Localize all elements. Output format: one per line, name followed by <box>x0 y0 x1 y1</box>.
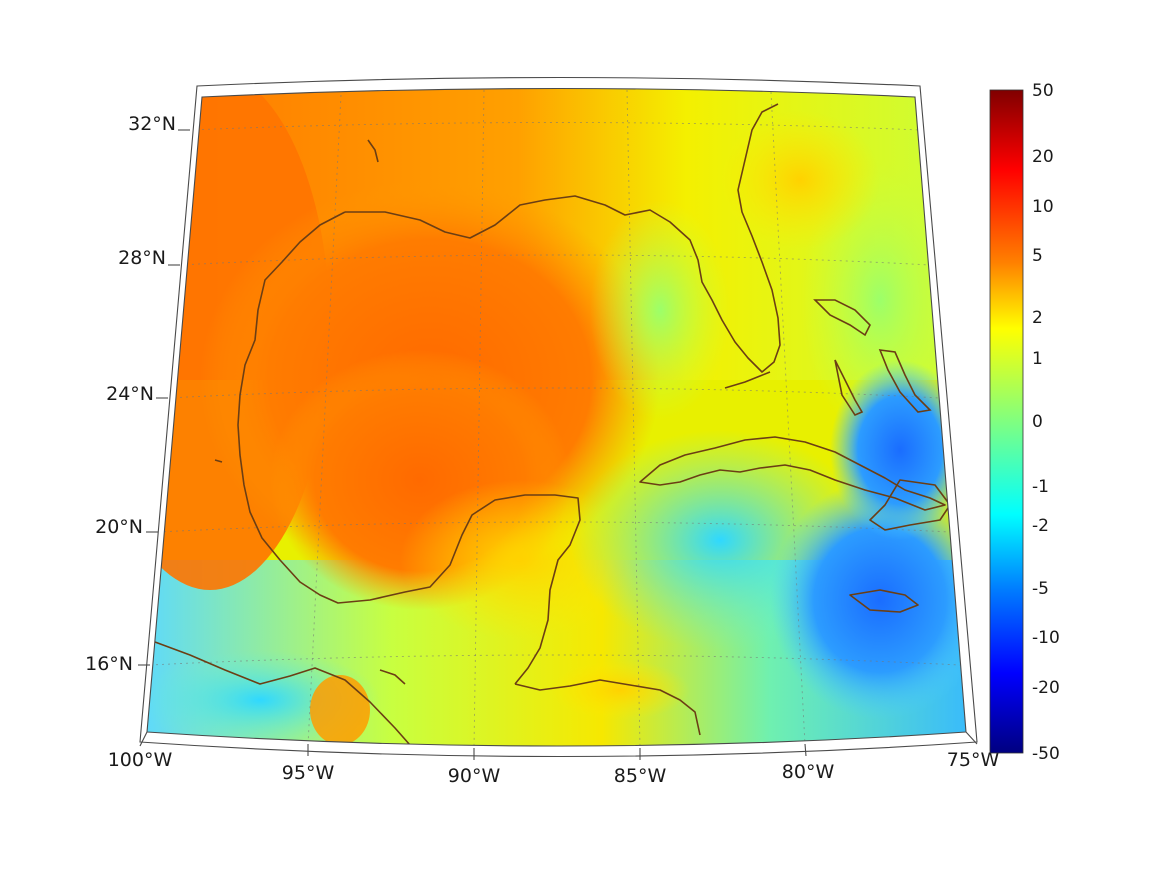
isla-3 <box>367 139 379 163</box>
lon-label-100w: 100°W <box>108 749 173 771</box>
colorbar-tick-label: 1 <box>1032 349 1043 369</box>
isla-2 <box>379 669 406 685</box>
lat-label-24n: 24°N <box>106 383 154 405</box>
colorbar-gradient <box>989 89 1024 754</box>
coastlines <box>154 103 951 746</box>
map-frame <box>139 76 978 758</box>
graticule <box>149 89 961 746</box>
colorbar-tick-label: 20 <box>1032 147 1054 167</box>
lat-label-20n: 20°N <box>95 516 143 538</box>
lon-label-75w: 75°W <box>947 749 1000 771</box>
colorbar-tick-label: 50 <box>1032 81 1054 101</box>
gulf-coast <box>345 103 781 373</box>
lat-ticks <box>138 129 190 666</box>
colorbar-tick-label: 2 <box>1032 308 1043 328</box>
colorbar-tick-label: 10 <box>1032 197 1054 217</box>
lon-label-95w: 95°W <box>282 762 335 784</box>
lon-ticks <box>139 731 978 760</box>
colorbar-tick-label: 5 <box>1032 246 1043 266</box>
lon-label-90w: 90°W <box>448 765 501 787</box>
pacific-coast <box>154 641 411 746</box>
data-field <box>147 88 966 746</box>
isla-1 <box>214 459 223 463</box>
colorbar: 50 20 10 5 2 1 0 -1 -2 -5 -10 -20 -50 <box>989 81 1060 764</box>
texas-mexico-coast <box>237 211 581 685</box>
colorbar-tick-label: -5 <box>1032 579 1049 599</box>
central-america-coast <box>514 679 701 736</box>
colorbar-tick-label: 0 <box>1032 412 1043 432</box>
florida-keys <box>724 371 771 389</box>
hispaniola <box>869 479 951 531</box>
colorbar-tick-label: -1 <box>1032 477 1049 497</box>
lat-label-16n: 16°N <box>85 653 133 675</box>
bahamas-1 <box>813 299 871 337</box>
lat-labels: 32°N 28°N 24°N 20°N 16°N <box>85 113 176 675</box>
colorbar-tick-label: -50 <box>1032 744 1060 764</box>
lon-label-85w: 85°W <box>614 765 667 787</box>
bahamas-2 <box>834 359 864 417</box>
lon-labels: 100°W 95°W 90°W 85°W 80°W 75°W <box>108 749 1000 787</box>
colorbar-tick-label: -2 <box>1032 516 1049 536</box>
colorbar-tick-label: -20 <box>1032 678 1060 698</box>
bahamas-3 <box>878 349 932 413</box>
colorbar-tick-label: -10 <box>1032 628 1060 648</box>
cuba <box>639 436 946 511</box>
lat-label-28n: 28°N <box>118 247 166 269</box>
lat-label-32n: 32°N <box>128 113 176 135</box>
jamaica <box>849 589 919 613</box>
lon-label-80w: 80°W <box>782 761 835 783</box>
